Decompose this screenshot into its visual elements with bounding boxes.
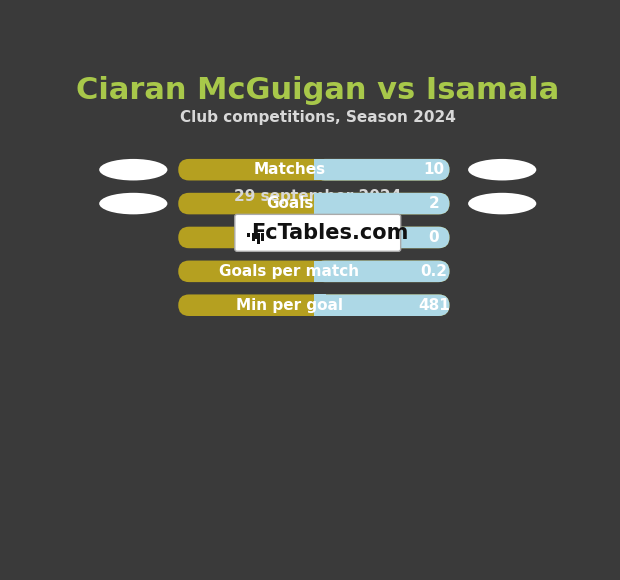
FancyBboxPatch shape xyxy=(179,295,450,316)
Text: Club competitions, Season 2024: Club competitions, Season 2024 xyxy=(180,110,456,125)
Bar xyxy=(314,193,326,215)
FancyBboxPatch shape xyxy=(314,193,450,215)
Text: FcTables.com: FcTables.com xyxy=(250,223,408,243)
FancyBboxPatch shape xyxy=(314,260,450,282)
Bar xyxy=(247,233,250,237)
Bar xyxy=(314,295,326,316)
Text: Matches: Matches xyxy=(254,162,326,177)
Text: Hattricks: Hattricks xyxy=(250,230,329,245)
Ellipse shape xyxy=(468,193,536,215)
Bar xyxy=(314,159,326,180)
Ellipse shape xyxy=(468,159,536,180)
Bar xyxy=(257,233,260,244)
Text: 29 september 2024: 29 september 2024 xyxy=(234,189,401,204)
Text: Ciaran McGuigan vs Isamala: Ciaran McGuigan vs Isamala xyxy=(76,76,559,105)
FancyBboxPatch shape xyxy=(314,159,450,180)
FancyBboxPatch shape xyxy=(314,295,450,316)
Text: 0: 0 xyxy=(428,230,440,245)
Ellipse shape xyxy=(99,193,167,215)
FancyBboxPatch shape xyxy=(179,260,450,282)
Ellipse shape xyxy=(99,159,167,180)
Bar xyxy=(252,233,255,241)
Text: 10: 10 xyxy=(423,162,445,177)
FancyBboxPatch shape xyxy=(179,159,450,180)
Text: Min per goal: Min per goal xyxy=(236,298,343,313)
Bar xyxy=(314,260,326,282)
Bar xyxy=(314,227,326,248)
FancyBboxPatch shape xyxy=(314,227,450,248)
FancyBboxPatch shape xyxy=(179,193,450,215)
Text: Goals per match: Goals per match xyxy=(219,264,360,279)
FancyBboxPatch shape xyxy=(179,227,450,248)
Text: Goals: Goals xyxy=(266,196,313,211)
Text: 481: 481 xyxy=(418,298,450,313)
FancyBboxPatch shape xyxy=(235,215,401,251)
Text: 0.2: 0.2 xyxy=(420,264,448,279)
Bar xyxy=(261,233,264,241)
Text: 2: 2 xyxy=(428,196,440,211)
